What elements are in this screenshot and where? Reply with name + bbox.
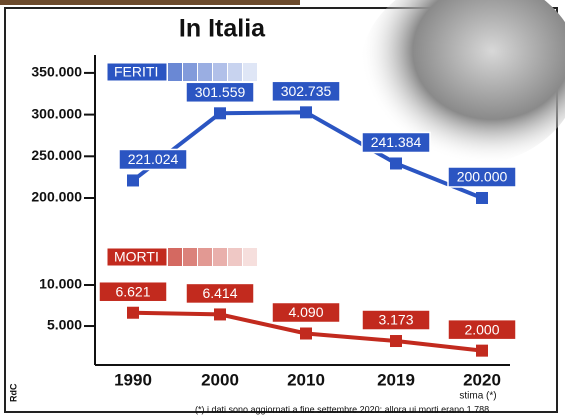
marker <box>214 107 226 119</box>
y-tick-label: 350.000 <box>31 64 82 80</box>
x-tick-label: 1990 <box>114 370 152 389</box>
value-label: 4.090 <box>288 304 323 320</box>
value-label: 2.000 <box>464 321 499 337</box>
legend-fade <box>183 63 197 81</box>
legend-fade <box>198 248 212 266</box>
y-tick-label: 10.000 <box>39 276 82 292</box>
marker <box>127 307 139 319</box>
top-bar <box>0 0 300 5</box>
legend-fade <box>228 63 242 81</box>
legend-fade <box>243 63 257 81</box>
marker <box>476 345 488 357</box>
legend-fade <box>243 248 257 266</box>
legend-fade <box>168 248 182 266</box>
title: In Italia <box>179 15 266 43</box>
y-tick-label: 200.000 <box>31 189 82 205</box>
legend-fade <box>183 248 197 266</box>
footnote: (*) i dati sono aggiornati a fine settem… <box>195 404 489 414</box>
marker <box>300 327 312 339</box>
value-label: 221.024 <box>128 151 179 167</box>
category-note: stima (*) <box>459 391 496 402</box>
value-label: 6.414 <box>202 285 237 301</box>
marker <box>390 157 402 169</box>
value-label: 3.173 <box>378 312 413 328</box>
value-label: 241.384 <box>371 134 422 150</box>
value-label: 301.559 <box>195 84 246 100</box>
value-label: 200.000 <box>457 169 508 185</box>
x-tick-label: 2020 <box>463 370 501 389</box>
marker <box>300 106 312 118</box>
marker <box>476 192 488 204</box>
x-tick-label: 2010 <box>287 370 325 389</box>
marker <box>390 335 402 347</box>
value-label: 302.735 <box>281 83 332 99</box>
legend-fade <box>213 63 227 81</box>
value-label: 6.621 <box>115 283 150 299</box>
marker <box>127 174 139 186</box>
infographic: In Italia stima (*) (*) i dati sono aggi… <box>0 0 565 418</box>
legend-label: MORTI <box>114 249 159 265</box>
x-tick-label: 2000 <box>201 370 239 389</box>
legend-label: FERITI <box>114 64 158 80</box>
legend-fade <box>198 63 212 81</box>
y-tick-label: 300.000 <box>31 105 82 121</box>
credit: RdC <box>8 383 18 402</box>
legend-fade <box>228 248 242 266</box>
y-tick-label: 5.000 <box>47 317 82 333</box>
marker <box>214 308 226 320</box>
legend-fade <box>168 63 182 81</box>
y-tick-label: 250.000 <box>31 147 82 163</box>
x-tick-label: 2019 <box>377 370 415 389</box>
legend-fade <box>213 248 227 266</box>
